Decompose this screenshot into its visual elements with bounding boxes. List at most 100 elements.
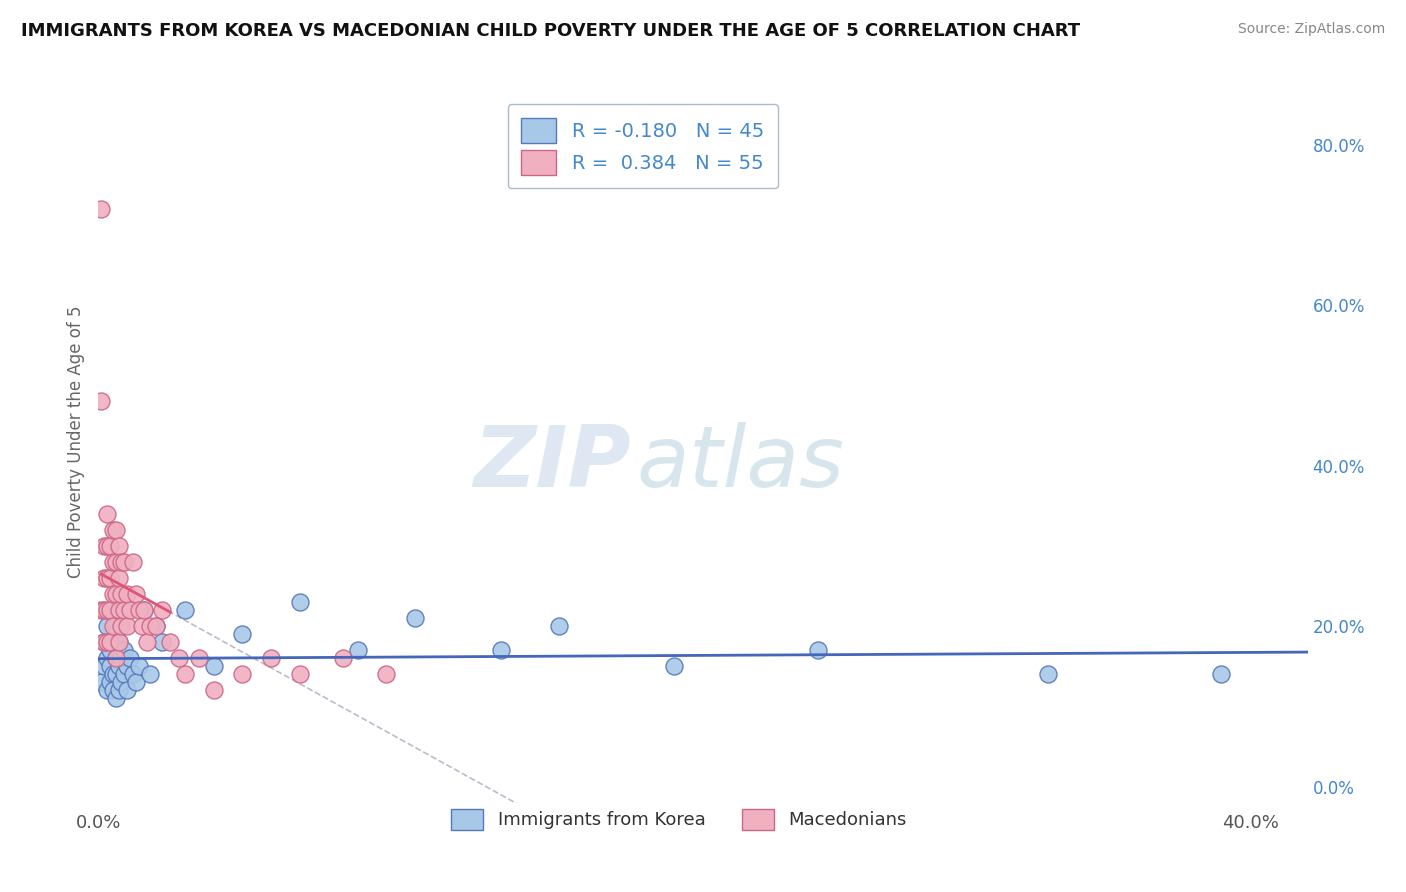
Point (188, 651, 211, 665)
Point (173, 603, 195, 617)
Point (107, 571, 129, 585)
Point (404, 611, 426, 625)
Point (90, 202, 112, 216)
Point (104, 691, 127, 706)
Point (96, 619, 118, 633)
Point (112, 643, 135, 657)
Point (101, 667, 124, 681)
Point (110, 675, 132, 690)
Point (110, 587, 132, 601)
Point (491, 643, 513, 657)
Text: ZIP: ZIP (472, 422, 630, 505)
Text: atlas: atlas (637, 422, 845, 505)
Point (145, 619, 167, 633)
Point (231, 667, 253, 681)
Point (98, 539, 121, 553)
Point (134, 603, 156, 617)
Point (104, 619, 127, 633)
Point (98, 603, 121, 617)
Point (98, 635, 121, 649)
Point (104, 651, 127, 665)
Point (122, 555, 145, 569)
Point (139, 619, 162, 633)
Point (288, 667, 311, 681)
Point (112, 667, 135, 681)
Point (96, 539, 118, 553)
Text: Source: ZipAtlas.com: Source: ZipAtlas.com (1237, 22, 1385, 37)
Point (120, 651, 142, 665)
Point (173, 667, 195, 681)
Legend: Immigrants from Korea, Macedonians: Immigrants from Korea, Macedonians (443, 802, 914, 837)
Point (115, 683, 138, 698)
Point (202, 659, 225, 673)
Point (125, 587, 148, 601)
Point (107, 539, 129, 553)
Point (128, 659, 150, 673)
Point (101, 587, 124, 601)
Point (96, 603, 118, 617)
Point (125, 675, 148, 690)
Point (107, 683, 129, 698)
Point (104, 667, 127, 681)
Point (145, 619, 167, 633)
Point (93, 539, 115, 553)
Point (101, 523, 124, 537)
Point (98, 643, 121, 657)
Point (375, 667, 398, 681)
Point (93, 571, 115, 585)
Point (90, 394, 112, 409)
Point (96, 651, 118, 665)
Point (101, 619, 124, 633)
Point (112, 555, 135, 569)
Point (98, 571, 121, 585)
Point (131, 619, 153, 633)
Point (115, 587, 138, 601)
Point (112, 603, 135, 617)
Point (807, 643, 830, 657)
Point (93, 635, 115, 649)
Point (115, 659, 138, 673)
Point (231, 627, 253, 641)
Point (107, 635, 129, 649)
Point (122, 667, 145, 681)
Point (104, 555, 127, 569)
Point (98, 659, 121, 673)
Point (202, 683, 225, 698)
Point (96, 507, 118, 521)
Point (120, 603, 142, 617)
Point (107, 635, 129, 649)
Point (104, 651, 127, 665)
Text: IMMIGRANTS FROM KOREA VS MACEDONIAN CHILD POVERTY UNDER THE AGE OF 5 CORRELATION: IMMIGRANTS FROM KOREA VS MACEDONIAN CHIL… (21, 22, 1080, 40)
Point (96, 571, 118, 585)
Point (96, 683, 118, 698)
Point (548, 619, 571, 633)
Point (90, 675, 112, 690)
Point (139, 667, 162, 681)
Point (288, 595, 311, 609)
Point (115, 619, 138, 633)
Point (664, 659, 686, 673)
Point (96, 635, 118, 649)
Point (93, 635, 115, 649)
Y-axis label: Child Poverty Under the Age of 5: Child Poverty Under the Age of 5 (66, 305, 84, 578)
Point (128, 603, 150, 617)
Point (98, 675, 121, 690)
Point (1211, 667, 1233, 681)
Point (110, 619, 132, 633)
Point (167, 651, 190, 665)
Point (150, 635, 173, 649)
Point (1038, 667, 1060, 681)
Point (346, 643, 368, 657)
Point (101, 683, 124, 698)
Point (93, 659, 115, 673)
Point (110, 651, 132, 665)
Point (104, 587, 127, 601)
Point (107, 659, 129, 673)
Point (107, 603, 129, 617)
Point (93, 603, 115, 617)
Point (332, 651, 354, 665)
Point (90, 603, 112, 617)
Point (101, 555, 124, 569)
Point (134, 603, 156, 617)
Point (110, 555, 132, 569)
